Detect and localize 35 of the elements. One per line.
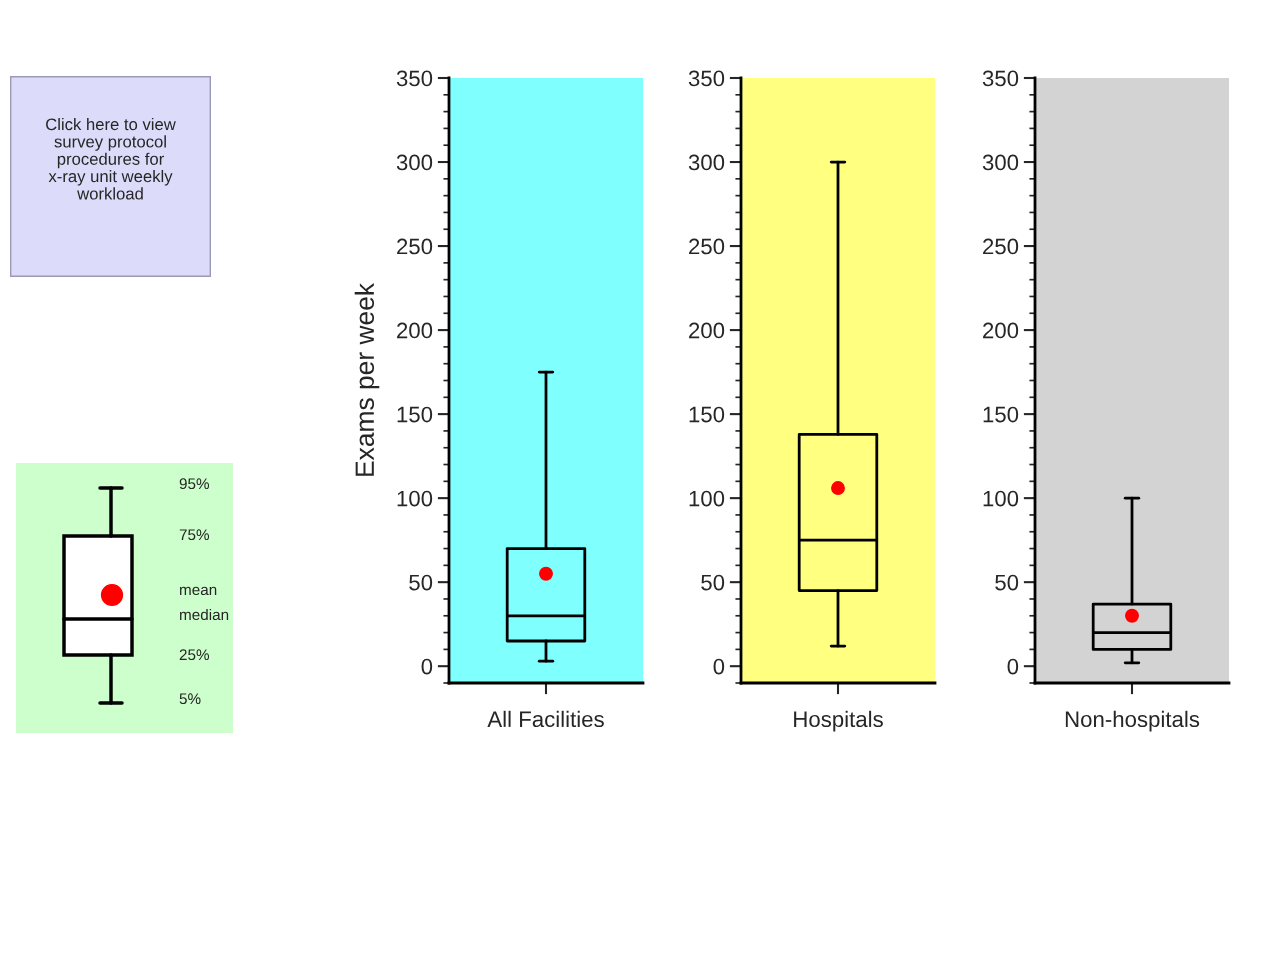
y-tick-label: 350 [982, 70, 1019, 87]
y-tick-label: 100 [689, 490, 725, 507]
y-tick-label: 250 [689, 238, 725, 255]
y-tick-label: 300 [982, 154, 1019, 171]
y-tick-label: 150 [983, 406, 1019, 423]
text: mean [180, 586, 217, 596]
y-tick-label: 100 [983, 490, 1019, 507]
y-tick-label: 300 [396, 154, 433, 171]
y-tick-label: 0 [421, 658, 433, 675]
x-tick-label: Non-hospitals [1065, 710, 1200, 732]
y-tick-label: 250 [983, 238, 1019, 255]
text: 75% [179, 529, 210, 541]
y-tick-label: 200 [689, 322, 725, 339]
y-tick-label: 100 [397, 490, 433, 507]
y-tick-label: 0 [1007, 658, 1019, 675]
y-tick-label: 150 [397, 406, 433, 423]
x-tick-label: Hospitals [794, 710, 883, 732]
y-tick-label: 50 [995, 574, 1019, 591]
y-tick-label: 50 [409, 574, 433, 591]
text: Click here to view survey protocol procedures for x-ray unit weekly workload [46, 117, 176, 200]
x-tick-label: All Facilities [487, 710, 604, 728]
y-axis-title: Exams per week [354, 282, 380, 476]
y-tick-label: 200 [397, 322, 433, 339]
y-tick-label: 300 [688, 154, 725, 171]
y-tick-label: 350 [396, 70, 433, 87]
y-tick-label: 0 [713, 658, 725, 675]
y-tick-label: 250 [397, 238, 433, 255]
y-tick-label: 200 [983, 322, 1019, 339]
text: 25% [179, 649, 210, 661]
y-tick-label: 350 [688, 70, 725, 87]
y-tick-label: 150 [689, 406, 725, 423]
text: median [180, 608, 229, 621]
y-tick-label: 50 [701, 574, 725, 591]
text: 95% [179, 478, 210, 490]
text: 5% [179, 693, 201, 705]
